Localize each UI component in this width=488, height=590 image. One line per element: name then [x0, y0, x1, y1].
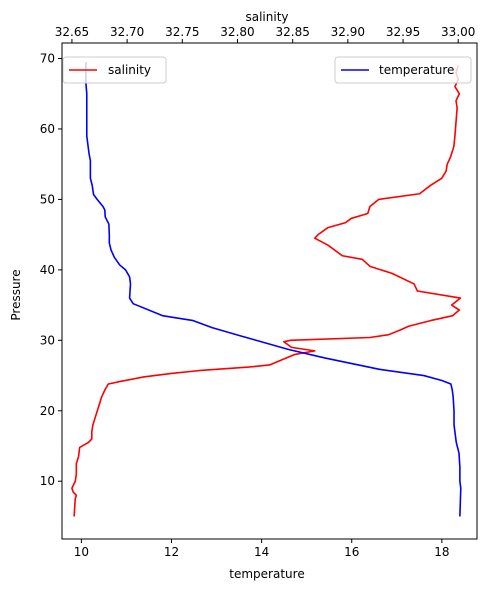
- left-axis-tick-label: 60: [40, 122, 55, 136]
- bottom-axis-tick-label: 14: [254, 545, 269, 559]
- legend-temperature: temperature: [334, 56, 472, 84]
- top-axis-tick-label: 32.85: [275, 25, 309, 39]
- series-layer: [71, 62, 462, 517]
- left-axis-tick-label: 20: [40, 404, 55, 418]
- top-axis-tick-label: 32.80: [220, 25, 254, 39]
- left-axis-tick-label: 40: [40, 263, 55, 277]
- left-axis-ticks: 10 20 30 40 50 60 70: [40, 52, 62, 488]
- legend-salinity-label: salinity: [108, 63, 151, 77]
- top-axis-tick-label: 33.00: [441, 25, 475, 39]
- legend-temperature-box: [334, 56, 472, 84]
- left-axis-tick-label: 30: [40, 333, 55, 347]
- left-axis-tick-label: 70: [40, 52, 55, 66]
- bottom-axis-tick-label: 12: [164, 545, 179, 559]
- y-axis-title: Pressure: [9, 269, 23, 320]
- top-axis-tick-label: 32.90: [331, 25, 365, 39]
- bottom-axis-title: temperature: [229, 567, 304, 581]
- legend-salinity: salinity: [62, 56, 167, 84]
- top-axis-tick-label: 32.70: [110, 25, 144, 39]
- top-axis-title: salinity: [245, 10, 288, 24]
- top-axis-tick-label: 32.95: [386, 25, 420, 39]
- bottom-axis-tick-label: 18: [434, 545, 449, 559]
- plot-frame: [61, 42, 478, 540]
- legend-salinity-box: [62, 56, 167, 84]
- top-axis-ticks: 32.65 32.70 32.75 32.80 32.85 32.90 32.95 33.00: [55, 25, 475, 43]
- bottom-axis-tick-label: 16: [344, 545, 359, 559]
- left-axis-tick-label: 50: [40, 192, 55, 206]
- top-axis-tick-label: 32.75: [165, 25, 199, 39]
- bottom-axis-ticks: 10 12 14 16 18: [74, 539, 449, 559]
- series-line-salinity: [71, 65, 462, 517]
- series-line-temperature: [85, 62, 462, 517]
- left-axis-tick-label: 10: [40, 474, 55, 488]
- top-axis-tick-label: 32.65: [55, 25, 89, 39]
- legend-temperature-label: temperature: [379, 63, 454, 77]
- bottom-axis-tick-label: 10: [74, 545, 89, 559]
